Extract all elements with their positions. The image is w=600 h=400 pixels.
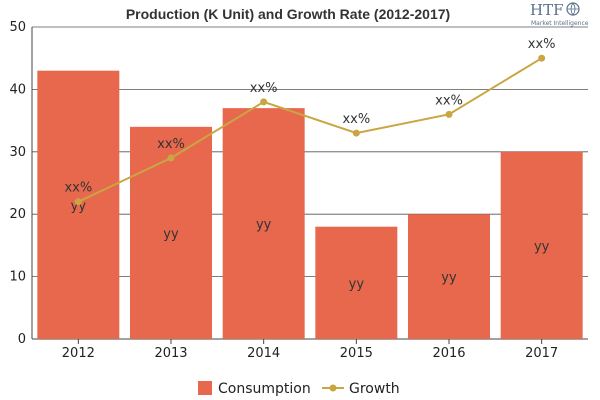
y-tick-label: 40 (9, 82, 26, 97)
gridlines (32, 26, 588, 340)
x-tick-label: 2017 (525, 346, 558, 361)
bar-consumption-2013 (130, 126, 212, 339)
x-tick-label: 2014 (247, 346, 280, 361)
growth-point-2015 (352, 129, 360, 137)
globe-icon-lines (567, 2, 579, 16)
line-data-label: xx% (342, 112, 370, 127)
line-labels: xx% xx% xx% xx% xx% xx% (64, 37, 555, 196)
x-axis: 2012 2013 2014 2015 2016 2017 (62, 339, 558, 361)
line-series-growth (74, 54, 546, 206)
line-data-label: xx% (528, 37, 556, 52)
bar-labels: yy yy yy yy yy yy (71, 199, 550, 292)
y-axis: 0 10 20 30 40 50 (9, 20, 33, 347)
y-tick-label: 10 (9, 270, 26, 285)
bar-consumption-2016 (408, 214, 490, 339)
bar-data-label: yy (163, 227, 179, 242)
x-tick-label: 2015 (340, 346, 373, 361)
x-tick-label: 2016 (432, 346, 465, 361)
legend: Consumption Growth (198, 381, 400, 397)
brand-logo: HTF Market Intelligence (530, 1, 589, 27)
legend-label-consumption: Consumption (218, 381, 311, 397)
bar-series-consumption (37, 70, 583, 340)
growth-line (77, 57, 543, 203)
bar-consumption-2015 (315, 226, 398, 339)
legend-swatch-consumption (198, 381, 212, 395)
bar-data-label: yy (534, 239, 550, 254)
legend-label-growth: Growth (349, 381, 400, 397)
growth-point-2017 (538, 54, 546, 62)
y-tick-label: 20 (9, 207, 26, 222)
x-tick-label: 2013 (154, 346, 187, 361)
line-data-label: xx% (157, 137, 185, 152)
line-data-label: xx% (64, 181, 92, 196)
line-data-label: xx% (435, 93, 463, 108)
bar-consumption-2014 (222, 108, 305, 340)
bar-data-label: yy (349, 277, 365, 292)
bar-data-label: yy (256, 218, 272, 233)
line-data-label: xx% (250, 81, 278, 96)
logo-text: HTF (530, 1, 564, 19)
growth-point-2012 (74, 198, 82, 206)
growth-point-2016 (445, 110, 453, 118)
y-tick-label: 0 (18, 332, 26, 347)
growth-point-2013 (167, 154, 175, 162)
bar-data-label: yy (71, 199, 87, 214)
growth-point-2014 (260, 98, 268, 106)
logo-subtitle: Market Intelligence (531, 20, 589, 27)
x-tick-label: 2012 (62, 346, 95, 361)
y-tick-label: 50 (9, 20, 26, 35)
y-tick-label: 30 (9, 145, 26, 160)
chart-title: Production (K Unit) and Growth Rate (201… (126, 6, 450, 22)
bar-data-label: yy (441, 271, 457, 286)
legend-swatch-growth-marker (329, 384, 337, 392)
bar-consumption-2017 (500, 151, 583, 339)
